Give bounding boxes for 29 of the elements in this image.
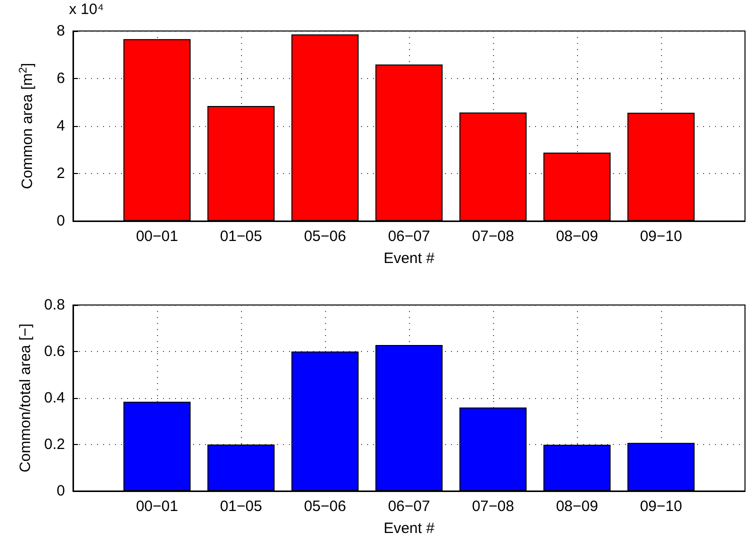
x-tick-label: 09−10 [640, 498, 682, 515]
x-tick-label: 07−08 [472, 498, 514, 515]
y-tick-label: 2 [56, 165, 65, 182]
x-tick-label: 07−08 [472, 228, 514, 245]
y-tick-label: 4 [56, 118, 65, 134]
y-tick-label: 0.2 [44, 436, 65, 453]
y-tick-label: 0 [56, 482, 65, 500]
x-tick-label: 09−10 [640, 228, 682, 245]
y-tick-label: 0.8 [44, 296, 65, 314]
x-tick-label: 01−05 [220, 498, 262, 515]
y-tick-label: 8 [56, 22, 65, 40]
y-tick-label: 0.4 [44, 390, 65, 406]
y-axis-title: Common/total area [−] [17, 324, 34, 472]
x-tick-label: 08−09 [556, 498, 598, 515]
x-tick-label: 00−01 [136, 228, 178, 245]
x-tick-label: 05−06 [304, 228, 346, 245]
x-tick-label: 08−09 [556, 228, 598, 245]
y-tick-label: 0.6 [44, 343, 65, 360]
x-tick-label: 00−01 [136, 498, 178, 515]
x-tick-label: 05−06 [304, 498, 346, 515]
x-axis-title: Event # [384, 250, 436, 267]
y-axis-title: Common area [m2] [18, 62, 36, 190]
y-tick-label: 6 [56, 70, 65, 87]
text: x 10⁴ [69, 1, 104, 18]
x-tick-label: 06−07 [388, 498, 430, 515]
x-tick-label: 06−07 [388, 228, 430, 245]
x-axis-title: Event # [384, 520, 436, 537]
x-tick-label: 01−05 [220, 228, 262, 245]
y-tick-label: 0 [56, 212, 65, 230]
